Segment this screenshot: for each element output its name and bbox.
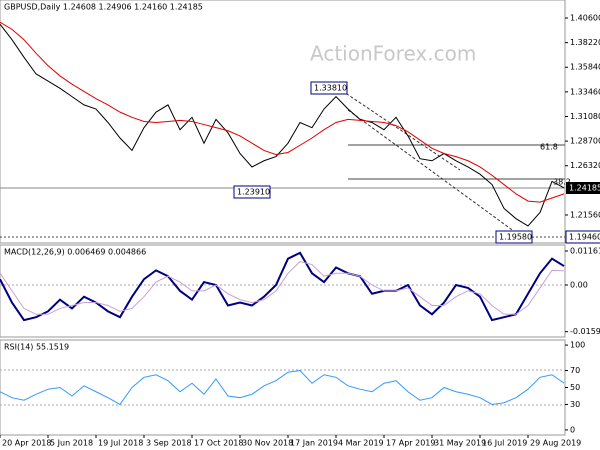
x-tick-label: 19 Jul 2018 bbox=[98, 439, 143, 448]
x-tick-label: 17 Apr 2019 bbox=[386, 439, 435, 448]
x-tick-label: 17 Jan 2019 bbox=[290, 439, 338, 448]
series-line bbox=[0, 251, 565, 322]
y-tick-label: 1.38220 bbox=[570, 38, 600, 47]
y-tick-label: 0.00 bbox=[570, 281, 588, 290]
trend-line bbox=[347, 109, 516, 233]
x-tick-label: 29 Aug 2019 bbox=[530, 439, 581, 448]
y-tick-label: 70 bbox=[570, 366, 580, 375]
y-tick-label: 50 bbox=[570, 383, 580, 392]
x-tick-label: 3 Sep 2018 bbox=[146, 439, 192, 448]
y-tick-label: 1.26320 bbox=[570, 161, 600, 170]
y-tick-label: 1.31080 bbox=[570, 112, 600, 121]
price-title: GBPUSD,Daily 1.24608 1.24906 1.24160 1.2… bbox=[4, 3, 203, 12]
y-tick-label: 30 bbox=[570, 400, 580, 409]
annotation-box bbox=[495, 230, 533, 244]
annotation: 1.23910 bbox=[237, 188, 270, 197]
annotation: 1.19580 bbox=[499, 233, 532, 242]
y-tick-label: 1.28700 bbox=[570, 137, 600, 146]
y-tick-label: -0.015949 bbox=[570, 327, 600, 336]
x-tick-label: 16 Jul 2019 bbox=[482, 439, 527, 448]
series-line bbox=[0, 21, 565, 203]
y-tick-label: 0 bbox=[570, 425, 575, 434]
price-panel bbox=[0, 0, 566, 244]
y-tick-label: 1.35840 bbox=[570, 63, 600, 72]
y-tick-label: 1.40600 bbox=[570, 14, 600, 23]
annotation: 38.2 bbox=[553, 178, 571, 187]
x-tick-label: 4 Mar 2019 bbox=[338, 439, 384, 448]
annotation-box bbox=[565, 230, 600, 244]
series-line bbox=[0, 261, 565, 315]
annotation: 61.8 bbox=[540, 143, 558, 152]
y-tick-label: 100 bbox=[570, 341, 585, 350]
annotation: 1.19460 bbox=[569, 233, 600, 242]
x-tick-label: 30 Nov 2018 bbox=[242, 439, 293, 448]
x-tick-label: 20 Apr 2018 bbox=[2, 439, 51, 448]
price-box bbox=[566, 182, 600, 194]
macd-title: MACD(12,26,9) 0.006469 0.004866 bbox=[4, 248, 146, 257]
series-line bbox=[0, 23, 565, 227]
annotation: 1.33810 bbox=[314, 84, 347, 93]
x-tick-label: 31 May 2019 bbox=[434, 439, 486, 448]
x-tick-label: 17 Oct 2018 bbox=[194, 439, 243, 448]
y-tick-label: 1.21560 bbox=[570, 210, 600, 219]
y-tick-label: 1.33460 bbox=[570, 87, 600, 96]
watermark: ActionForex.com bbox=[310, 42, 476, 66]
x-tick-label: 5 Jun 2018 bbox=[50, 439, 93, 448]
annotation-box bbox=[233, 185, 271, 199]
macd-panel bbox=[0, 244, 566, 338]
price-label: 1.24185 bbox=[569, 184, 600, 193]
trend-line bbox=[337, 87, 461, 171]
series-line bbox=[0, 370, 565, 406]
y-tick-label: 0.011619 bbox=[570, 247, 600, 256]
rsi-panel bbox=[0, 339, 566, 436]
rsi-title: RSI(14) 55.1519 bbox=[4, 343, 69, 352]
annotation-box bbox=[310, 81, 348, 95]
